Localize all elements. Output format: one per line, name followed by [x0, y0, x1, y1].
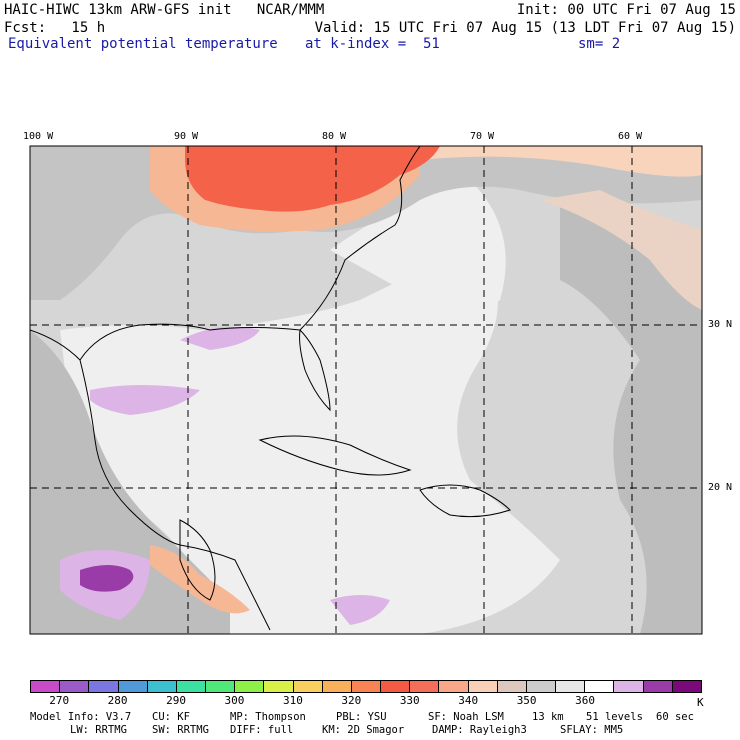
lon-label-90w: 90 W [174, 131, 199, 142]
colorbar-tick-label: 320 [341, 694, 362, 707]
colorbar-tick-label: 330 [399, 694, 420, 707]
pale-region-atlantic [330, 180, 506, 310]
colorbar-segment [351, 681, 382, 692]
footer-resolution: 13 km [532, 711, 564, 723]
colorbar-segment [176, 681, 207, 692]
footer-pbl: PBL: YSU [336, 711, 387, 723]
colorbar-segment [643, 681, 673, 692]
lon-label-80w: 80 W [322, 131, 347, 142]
colorbar-segment [147, 681, 177, 692]
lavender-patch-caribbean [330, 595, 390, 625]
red-region-core [185, 146, 440, 212]
lon-label-100w: 100 W [23, 131, 54, 142]
peach-region-atlantic [540, 190, 702, 310]
colorbar-segment [468, 681, 498, 692]
colorbar-segment [381, 681, 411, 692]
colorbar-segment [60, 681, 90, 692]
colorbar-segment [672, 681, 701, 692]
footer-sw: SW: RRTMG [152, 724, 209, 736]
orange-patch-central-america [150, 545, 250, 614]
map-frame [29, 145, 703, 635]
lon-label-60w: 60 W [618, 131, 643, 142]
colorbar-segment [235, 681, 265, 692]
colorbar-tick-label: 350 [516, 694, 537, 707]
colorbar-tick-label: 290 [166, 694, 186, 707]
peach-region-northeast [420, 146, 702, 177]
colorbar-segment [585, 681, 615, 692]
footer-model-info: Model Info: V3.7 [30, 711, 132, 723]
colorbar-segment [89, 681, 119, 692]
lat-lon-grid [30, 146, 702, 634]
lat-label-30n: 30 N [708, 319, 733, 330]
colorbar-unit: K [697, 696, 704, 709]
level-index: at k-index = 51 [305, 36, 440, 52]
colorbar-tick-label: 340 [458, 694, 479, 707]
colorbar-segment [439, 681, 469, 692]
colorbar-segment [556, 681, 586, 692]
pale-region-gulf [60, 250, 560, 634]
footer-sflay: SFLAY: MM5 [560, 724, 624, 736]
colorbar-segment [497, 681, 527, 692]
init-time: Init: 00 UTC Fri 07 Aug 15 [516, 2, 736, 18]
colorbar-segment [526, 681, 557, 692]
title-model: HAIC-HIWC 13km ARW-GFS init NCAR/MMM [4, 2, 325, 18]
footer-km: KM: 2D Smagor [322, 724, 405, 736]
field-name: Equivalent potential temperature [8, 36, 278, 52]
colorbar-segment [322, 681, 352, 692]
footer-cu: CU: KF [152, 711, 190, 723]
valid-time: Valid: 15 UTC Fri 07 Aug 15 (13 LDT Fri … [314, 20, 736, 36]
lavender-patch-gulf [180, 326, 260, 350]
footer-timestep: 60 sec [656, 711, 694, 723]
footer-mp: MP: Thompson [230, 711, 306, 723]
footer-sf: SF: Noah LSM [428, 711, 504, 723]
colorbar-tick-label: 310 [282, 694, 303, 707]
gray-region-east [560, 200, 702, 634]
footer-damp: DAMP: Rayleigh3 [432, 724, 527, 736]
colorbar-segment [206, 681, 236, 692]
footer-lw: LW: RRTMG [70, 724, 127, 736]
colorbar-tick-label: 300 [224, 694, 245, 707]
colorbar-tick-label: 270 [49, 694, 70, 707]
coastlines [30, 146, 511, 631]
colorbar-segment [614, 681, 644, 692]
map-field [30, 146, 702, 634]
footer-diff: DIFF: full [230, 724, 294, 736]
lon-label-70w: 70 W [470, 131, 495, 142]
colorbar-segment [264, 681, 294, 692]
colorbar-segment [118, 681, 148, 692]
colorbar-tick-label: 280 [107, 694, 128, 707]
smoothing-value: sm= 2 [578, 36, 621, 52]
lat-label-20n: 20 N [708, 482, 733, 493]
colorbar-tick-label: 360 [575, 694, 595, 707]
forecast-hour: Fcst: 15 h [4, 20, 106, 36]
footer-levels: 51 levels [586, 711, 643, 723]
colorbar [30, 680, 702, 693]
lavender-patch-west [90, 385, 200, 415]
purple-patch-pacific [80, 565, 134, 592]
colorbar-segment [293, 681, 323, 692]
colorbar-segment [410, 681, 440, 692]
colorbar-segment [31, 681, 61, 692]
